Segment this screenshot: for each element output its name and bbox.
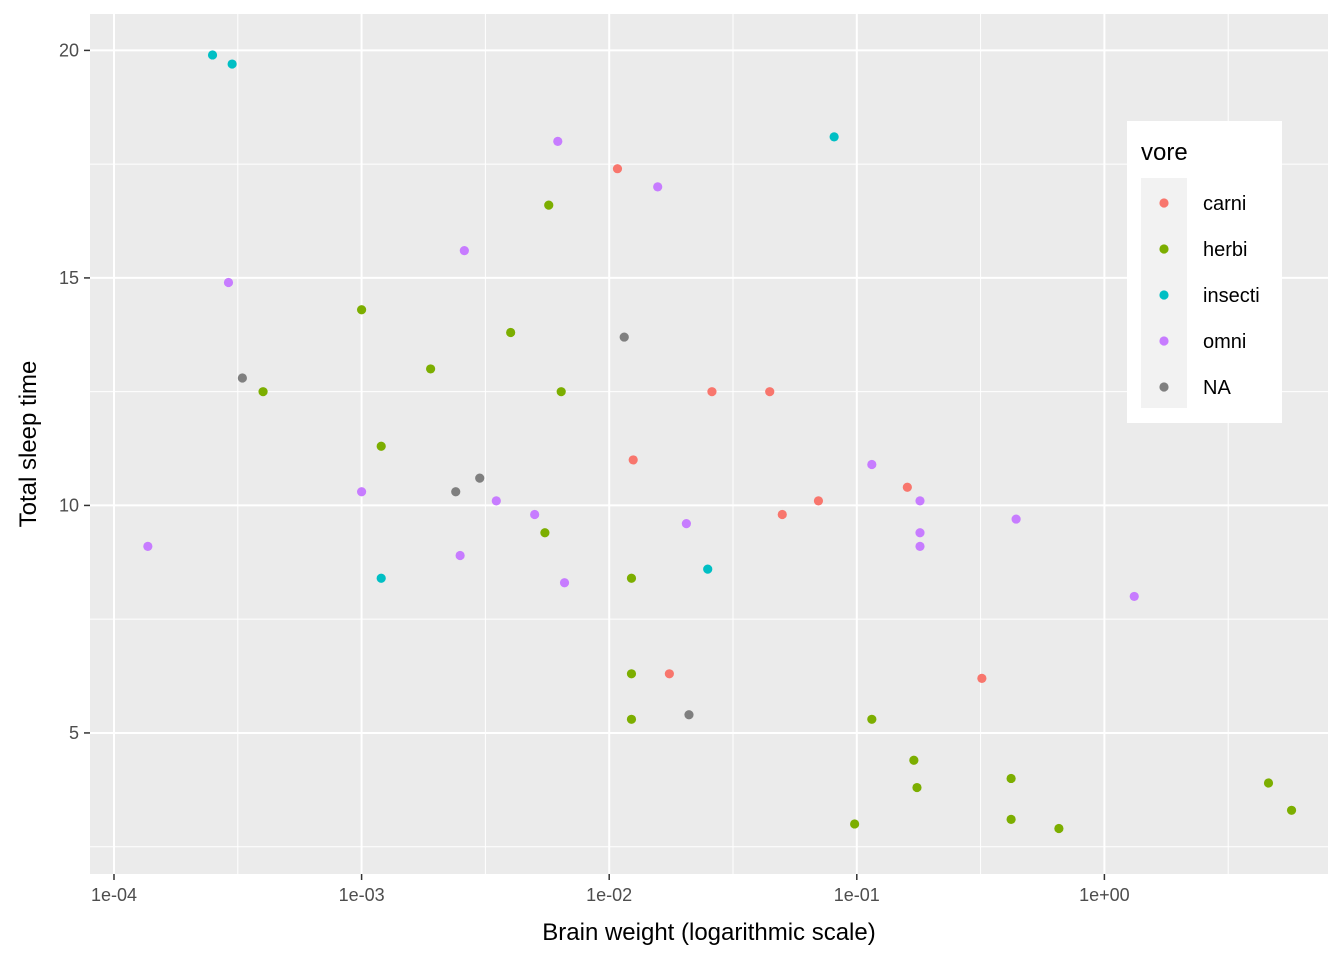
data-point-insecti bbox=[829, 132, 839, 142]
data-point-herbi bbox=[867, 714, 877, 724]
data-point-carni bbox=[902, 482, 912, 492]
data-point-omni bbox=[1129, 591, 1139, 602]
data-point-omni bbox=[491, 496, 501, 506]
x-tick-label: 1e-01 bbox=[834, 885, 880, 905]
data-point-herbi bbox=[626, 573, 637, 583]
data-point-na bbox=[684, 710, 694, 720]
data-point-carni bbox=[612, 164, 623, 174]
data-point-herbi bbox=[850, 819, 860, 829]
data-point-carni bbox=[664, 669, 674, 679]
x-axis-title: Brain weight (logarithmic scale) bbox=[542, 919, 875, 946]
minor-gridlines bbox=[90, 14, 1328, 874]
data-point-herbi bbox=[426, 364, 436, 374]
legend-items: carni herbi insecti omni NA bbox=[1141, 178, 1260, 408]
data-point-insecti bbox=[376, 573, 386, 583]
data-point-herbi bbox=[506, 327, 516, 338]
data-point-herbi bbox=[1006, 773, 1016, 784]
data-point-omni bbox=[915, 496, 925, 506]
data-point-insecti bbox=[703, 564, 713, 574]
data-point-herbi bbox=[626, 714, 637, 724]
y-tick-label: 10 bbox=[59, 495, 79, 515]
data-point-omni bbox=[915, 528, 925, 538]
data-point-herbi bbox=[540, 528, 550, 538]
data-point-herbi bbox=[258, 387, 268, 397]
data-point-herbi bbox=[544, 200, 554, 210]
data-point-carni bbox=[765, 387, 775, 397]
legend-key-insecti bbox=[1159, 290, 1169, 300]
data-point-carni bbox=[707, 387, 717, 397]
data-point-omni bbox=[915, 541, 925, 551]
data-points bbox=[143, 50, 1297, 834]
legend-key-na bbox=[1159, 382, 1169, 392]
data-point-omni bbox=[530, 509, 540, 520]
data-point-omni bbox=[553, 136, 563, 147]
data-point-carni bbox=[977, 673, 987, 683]
x-tick-label: 1e-02 bbox=[586, 885, 632, 905]
data-point-herbi bbox=[356, 305, 367, 315]
data-point-omni bbox=[681, 519, 691, 529]
data-point-omni bbox=[653, 182, 663, 192]
data-point-omni bbox=[559, 578, 570, 588]
x-tick-label: 1e+00 bbox=[1079, 885, 1130, 905]
data-point-herbi bbox=[1006, 814, 1016, 824]
data-point-na bbox=[237, 373, 247, 383]
data-point-herbi bbox=[1263, 778, 1274, 788]
legend-label-na: NA bbox=[1203, 377, 1231, 399]
data-point-herbi bbox=[909, 755, 919, 765]
data-point-na bbox=[619, 332, 629, 342]
data-point-na bbox=[451, 487, 461, 497]
x-tick-label: 1e-04 bbox=[91, 885, 137, 905]
legend-label-herbi: herbi bbox=[1203, 239, 1247, 261]
data-point-herbi bbox=[1286, 805, 1297, 815]
data-point-omni bbox=[356, 487, 367, 497]
data-point-carni bbox=[777, 509, 787, 520]
data-point-omni bbox=[1011, 514, 1021, 524]
data-point-herbi bbox=[626, 669, 637, 679]
data-point-carni bbox=[813, 496, 824, 506]
y-axis: 5 10 15 20 bbox=[59, 40, 90, 743]
data-point-herbi bbox=[912, 782, 922, 793]
legend-label-carni: carni bbox=[1203, 193, 1246, 215]
data-point-omni bbox=[143, 541, 153, 551]
data-point-insecti bbox=[207, 50, 218, 60]
data-point-na bbox=[475, 473, 485, 483]
legend-title: vore bbox=[1141, 139, 1188, 166]
y-tick-label: 5 bbox=[69, 723, 79, 743]
data-point-carni bbox=[628, 455, 638, 465]
data-point-omni bbox=[455, 550, 465, 561]
legend: vore carni herbi insecti omni NA bbox=[1127, 121, 1282, 423]
y-axis-title: Total sleep time bbox=[15, 361, 42, 528]
x-tick-label: 1e-03 bbox=[339, 885, 385, 905]
data-point-omni bbox=[867, 459, 877, 470]
legend-label-insecti: insecti bbox=[1203, 285, 1260, 307]
legend-label-omni: omni bbox=[1203, 331, 1246, 353]
major-gridlines bbox=[90, 14, 1328, 874]
data-point-herbi bbox=[556, 387, 566, 397]
legend-key-herbi bbox=[1159, 244, 1169, 254]
x-axis: 1e-04 1e-03 1e-02 1e-01 1e+00 bbox=[91, 874, 1130, 905]
panel-background bbox=[90, 14, 1328, 874]
data-point-herbi bbox=[376, 441, 386, 451]
data-point-insecti bbox=[227, 59, 237, 69]
legend-key-omni bbox=[1159, 336, 1169, 346]
data-point-herbi bbox=[1054, 823, 1064, 834]
y-tick-label: 20 bbox=[59, 40, 79, 60]
y-tick-label: 15 bbox=[59, 268, 79, 288]
data-point-omni bbox=[223, 277, 234, 288]
legend-key-carni bbox=[1159, 198, 1169, 208]
data-point-omni bbox=[459, 246, 469, 256]
